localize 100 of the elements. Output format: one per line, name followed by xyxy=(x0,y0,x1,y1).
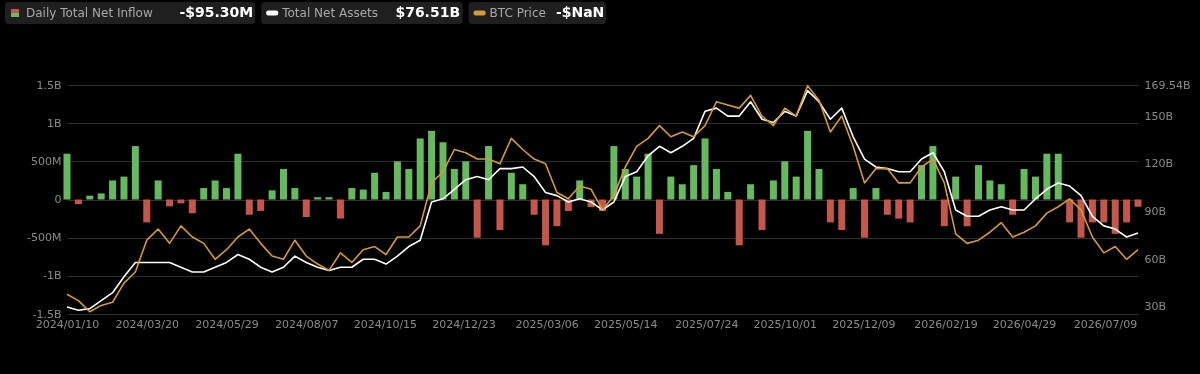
x-tick-label: 2025/12/09 xyxy=(832,317,896,331)
bar xyxy=(371,172,379,200)
x-tick-label: 2024/05/29 xyxy=(195,317,259,331)
bar xyxy=(257,199,265,211)
bar xyxy=(655,199,663,234)
y-tick-label: 1.5B xyxy=(36,78,62,92)
bar xyxy=(268,190,276,200)
bar xyxy=(781,161,789,200)
bar xyxy=(279,168,287,200)
text: -$NaN xyxy=(555,4,605,20)
bar xyxy=(63,153,71,200)
bar xyxy=(804,130,812,200)
bar xyxy=(838,199,846,231)
bar xyxy=(1020,168,1028,200)
x-tick-label: 2024/08/07 xyxy=(275,317,339,331)
y2-tick-label: 120B xyxy=(1144,157,1174,171)
legend-label: BTC Price xyxy=(489,6,546,20)
x-tick-label: 2024/12/23 xyxy=(432,317,496,331)
bar xyxy=(485,146,493,200)
bar xyxy=(348,188,356,200)
bar xyxy=(336,199,344,219)
bar xyxy=(997,184,1005,200)
legend-label: Total Net Assets xyxy=(281,6,378,20)
bar xyxy=(1111,199,1119,234)
text: -$95.30M xyxy=(179,4,254,20)
bar xyxy=(393,161,401,200)
bar xyxy=(405,168,413,200)
bar xyxy=(690,165,698,200)
bar xyxy=(154,180,162,200)
bar xyxy=(826,199,834,223)
bar xyxy=(1123,199,1131,223)
bar xyxy=(120,176,128,200)
bar xyxy=(188,199,196,214)
bar xyxy=(872,188,880,200)
bar xyxy=(553,199,561,227)
y-tick-label: 500M xyxy=(31,154,62,168)
x-tick-label: 2025/07/24 xyxy=(674,317,739,331)
x-tick-label: 2025/03/06 xyxy=(515,317,579,331)
bar xyxy=(143,199,151,223)
bar xyxy=(1100,199,1108,223)
bar xyxy=(952,176,960,200)
bar xyxy=(1031,176,1039,200)
bar xyxy=(200,188,208,200)
bar xyxy=(223,188,231,200)
bar xyxy=(211,180,219,200)
bar xyxy=(815,168,823,200)
bar xyxy=(758,199,766,231)
y-tick-label: 0 xyxy=(54,193,62,206)
bar xyxy=(963,199,971,227)
bar xyxy=(302,199,310,218)
y2-tick-label: 169.54B xyxy=(1144,78,1191,92)
bar xyxy=(701,138,709,200)
y-tick-label: 1B xyxy=(46,116,62,130)
bar xyxy=(131,146,139,200)
bar xyxy=(462,161,470,200)
bar xyxy=(1054,153,1062,200)
bar xyxy=(849,188,857,200)
bar xyxy=(86,195,94,200)
bar xyxy=(883,199,891,215)
bar xyxy=(633,176,641,200)
x-tick-label: 2024/03/20 xyxy=(115,317,179,331)
bar xyxy=(929,146,937,200)
bar xyxy=(735,199,743,246)
bar xyxy=(314,197,322,200)
bar xyxy=(519,184,527,200)
bar xyxy=(234,153,242,200)
bar xyxy=(97,193,105,200)
bar xyxy=(918,165,926,200)
bar xyxy=(769,180,777,200)
bar xyxy=(974,165,982,200)
bar xyxy=(940,199,948,227)
bar xyxy=(507,172,515,200)
bar xyxy=(861,199,869,238)
bar xyxy=(382,191,390,200)
bar xyxy=(644,153,652,200)
bar xyxy=(109,180,117,200)
bar xyxy=(747,184,755,200)
x-tick-label: 2025/05/14 xyxy=(594,317,658,331)
bar xyxy=(724,191,732,200)
bar xyxy=(450,168,458,200)
bar xyxy=(1066,199,1074,223)
bar xyxy=(473,199,481,238)
bar xyxy=(245,199,253,215)
y2-tick-label: 30B xyxy=(1144,300,1167,314)
bar xyxy=(496,199,504,231)
bar xyxy=(986,180,994,200)
x-tick-label: 2026/04/29 xyxy=(992,317,1057,331)
y2-tick-label: 60B xyxy=(1144,252,1167,266)
y-tick-label: -500M xyxy=(27,231,62,245)
bar xyxy=(530,199,538,215)
x-tick-label: 2026/07/09 xyxy=(1073,317,1138,331)
bar xyxy=(1134,199,1142,207)
x-tick-label: 2026/02/19 xyxy=(914,317,978,331)
bar xyxy=(678,184,686,200)
bar xyxy=(416,138,424,200)
bar xyxy=(895,199,903,219)
bar xyxy=(1043,153,1051,200)
y-tick-label: -1B xyxy=(42,269,62,283)
bar xyxy=(667,176,675,200)
x-tick-label: 2024/10/15 xyxy=(353,317,418,331)
